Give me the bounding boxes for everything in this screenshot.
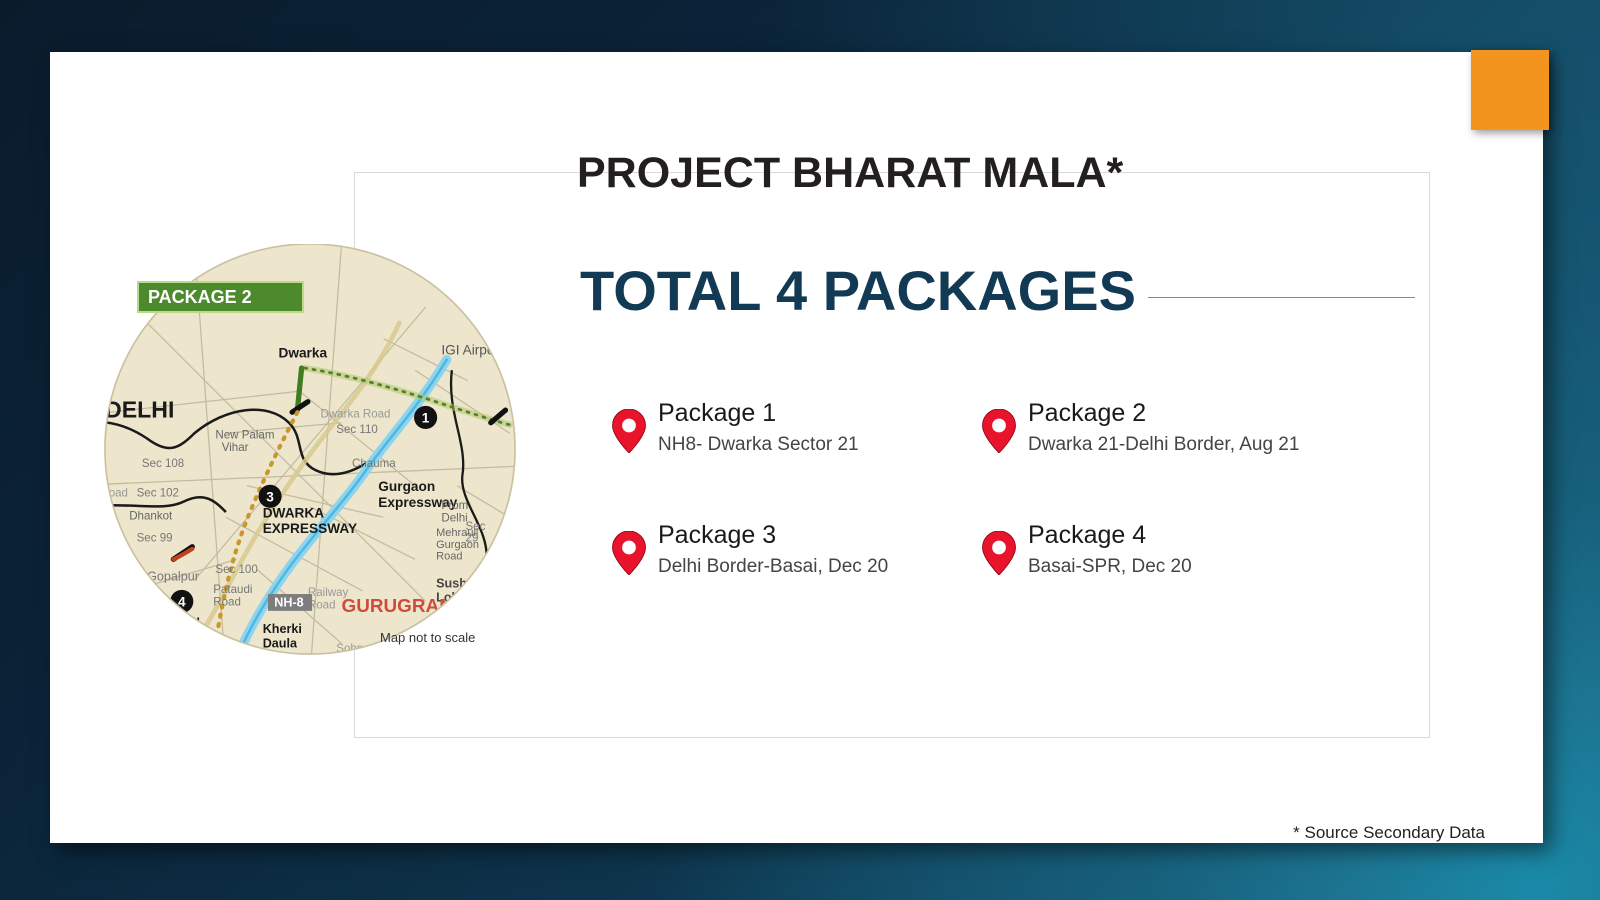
svg-text:Sec 110: Sec 110 — [336, 424, 378, 436]
svg-text:Gurgaon: Gurgaon — [378, 479, 435, 494]
svg-text:Dhankot: Dhankot — [129, 510, 173, 522]
svg-text:Sec: Sec — [466, 521, 486, 533]
svg-text:Vihar: Vihar — [222, 442, 249, 454]
svg-text:Basai Road: Basai Road — [80, 487, 128, 499]
svg-text:1: 1 — [422, 411, 430, 426]
svg-text:Chauma: Chauma — [352, 458, 396, 470]
svg-text:Delhi: Delhi — [441, 513, 467, 525]
svg-text:New Palam: New Palam — [215, 429, 274, 441]
svg-text:Harsaru: Harsaru — [152, 614, 200, 628]
svg-text:Kherki: Kherki — [263, 622, 302, 636]
svg-text:Dwarka Road: Dwarka Road — [321, 408, 391, 420]
svg-text:Road: Road — [436, 550, 462, 562]
svg-text:Sec 99: Sec 99 — [137, 532, 173, 544]
svg-text:3: 3 — [266, 490, 274, 505]
svg-text:Sec 108: Sec 108 — [142, 458, 184, 470]
svg-text:Sec 102: Sec 102 — [137, 487, 179, 499]
svg-text:Sec 76: Sec 76 — [305, 655, 341, 664]
svg-text:Gopalpur: Gopalpur — [147, 569, 199, 583]
svg-text:NH-8: NH-8 — [274, 596, 303, 610]
svg-text:Sec 88: Sec 88 — [147, 643, 183, 655]
svg-text:Pataudi: Pataudi — [213, 584, 252, 596]
svg-text:GURUGRAM: GURUGRAM — [342, 596, 455, 617]
svg-text:PACKAGE 2: PACKAGE 2 — [148, 287, 252, 307]
svg-text:Map not to scale: Map not to scale — [380, 630, 475, 645]
svg-text:Road: Road — [336, 655, 364, 664]
svg-text:DELHI: DELHI — [105, 396, 174, 422]
svg-text:Sec 100: Sec 100 — [215, 564, 257, 576]
svg-text:Road: Road — [213, 597, 241, 609]
svg-text:29: 29 — [466, 532, 479, 544]
svg-text:EXPRESSWAY: EXPRESSWAY — [263, 521, 357, 536]
svg-text:Dwarka: Dwarka — [278, 346, 327, 361]
svg-text:From: From — [441, 500, 468, 512]
svg-text:IGI Airport: IGI Airport — [441, 342, 503, 357]
svg-text:Daula: Daula — [263, 637, 298, 651]
